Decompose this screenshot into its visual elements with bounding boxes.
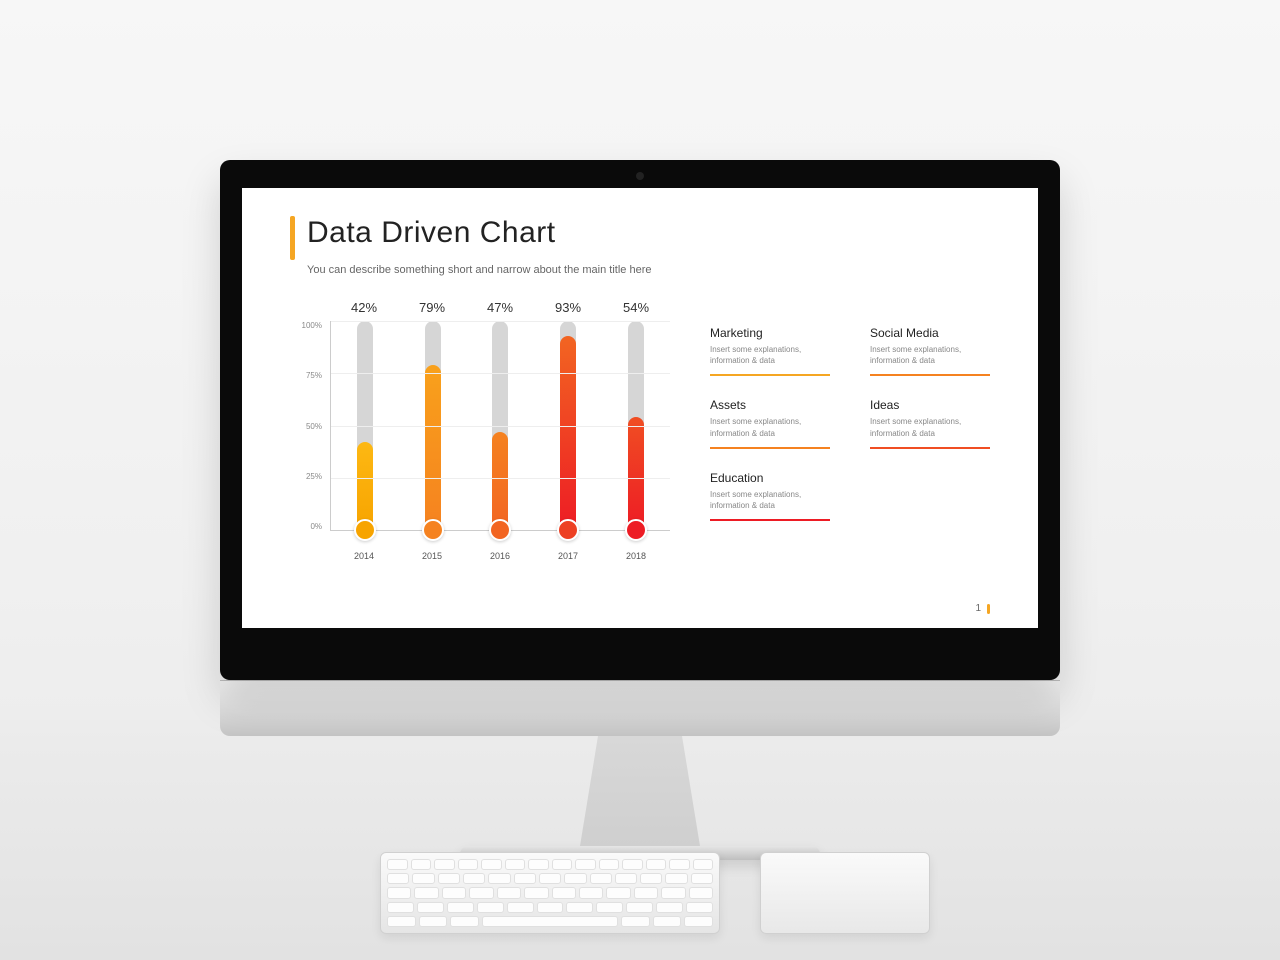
monitor-mockup: Data Driven Chart You can describe somet… xyxy=(220,160,1060,860)
chart-value-label: 54% xyxy=(602,300,670,315)
content-row: 42%79%47%93%54% 100% 75% 50% 25% 0% 20142015… xyxy=(290,300,990,561)
info-block-desc: Insert some explanations, information & … xyxy=(710,489,830,511)
chart-body: 100% 75% 50% 25% 0% xyxy=(290,321,670,531)
info-block: Marketing Insert some explanations, infor… xyxy=(710,326,830,376)
chart-value-labels: 42%79%47%93%54% xyxy=(330,300,670,315)
title-wrap: Data Driven Chart xyxy=(290,216,990,260)
info-block-rule xyxy=(710,519,830,521)
chart-value-label: 93% xyxy=(534,300,602,315)
slide-title: Data Driven Chart xyxy=(307,216,556,250)
chart-zone: 42%79%47%93%54% 100% 75% 50% 25% 0% 20142015… xyxy=(290,300,670,561)
camera-icon xyxy=(636,172,644,180)
info-block-title: Ideas xyxy=(870,398,990,412)
x-axis-label: 2014 xyxy=(330,551,398,561)
bar-knob-icon xyxy=(625,519,647,541)
y-tick: 25% xyxy=(306,472,322,481)
info-block-rule xyxy=(870,374,990,376)
bar-fill xyxy=(628,417,644,530)
bar-fill xyxy=(492,432,508,530)
info-block-title: Social Media xyxy=(870,326,990,340)
grid-line xyxy=(331,321,670,322)
page-number: 1 xyxy=(975,603,990,614)
grid-line xyxy=(331,478,670,479)
info-block-rule xyxy=(710,374,830,376)
info-block-title: Education xyxy=(710,471,830,485)
page-number-value: 1 xyxy=(975,603,981,614)
grid-line xyxy=(331,426,670,427)
y-tick: 0% xyxy=(310,522,322,531)
info-block-desc: Insert some explanations, information & … xyxy=(710,416,830,438)
chart-value-label: 79% xyxy=(398,300,466,315)
y-tick: 75% xyxy=(306,371,322,380)
x-axis-label: 2018 xyxy=(602,551,670,561)
info-block: Social Media Insert some explanations, in… xyxy=(870,326,990,376)
x-axis-label: 2017 xyxy=(534,551,602,561)
chart-value-label: 47% xyxy=(466,300,534,315)
trackpad xyxy=(760,852,930,934)
slide-subtitle: You can describe something short and nar… xyxy=(307,264,990,276)
info-blocks: Marketing Insert some explanations, infor… xyxy=(710,326,990,561)
info-block-title: Marketing xyxy=(710,326,830,340)
y-tick: 100% xyxy=(302,321,322,330)
info-block-rule xyxy=(870,447,990,449)
x-axis-labels: 20142015201620172018 xyxy=(330,551,670,561)
keyboard xyxy=(380,852,720,934)
info-block-desc: Insert some explanations, information & … xyxy=(870,344,990,366)
chart-value-label: 42% xyxy=(330,300,398,315)
info-block-rule xyxy=(710,447,830,449)
info-block-desc: Insert some explanations, information & … xyxy=(710,344,830,366)
grid-line xyxy=(331,373,670,374)
info-block-title: Assets xyxy=(710,398,830,412)
page-number-accent xyxy=(987,604,990,614)
bar-fill xyxy=(357,442,373,530)
title-accent-bar xyxy=(290,216,295,260)
monitor-bezel: Data Driven Chart You can describe somet… xyxy=(220,160,1060,680)
bar-fill xyxy=(425,365,441,530)
bar-knob-icon xyxy=(354,519,376,541)
y-axis: 100% 75% 50% 25% 0% xyxy=(290,321,330,531)
x-axis-label: 2015 xyxy=(398,551,466,561)
bar-knob-icon xyxy=(489,519,511,541)
bar-knob-icon xyxy=(557,519,579,541)
monitor-chin xyxy=(220,680,1060,736)
info-block: Ideas Insert some explanations, informati… xyxy=(870,398,990,448)
bar-fill xyxy=(560,336,576,530)
slide-screen: Data Driven Chart You can describe somet… xyxy=(242,188,1038,628)
x-axis-label: 2016 xyxy=(466,551,534,561)
info-block: Assets Insert some explanations, informat… xyxy=(710,398,830,448)
monitor-stand-neck xyxy=(565,736,715,846)
y-tick: 50% xyxy=(306,422,322,431)
bar-knob-icon xyxy=(422,519,444,541)
info-block-desc: Insert some explanations, information & … xyxy=(870,416,990,438)
info-block: Education Insert some explanations, infor… xyxy=(710,471,830,521)
chart-plot xyxy=(330,321,670,531)
